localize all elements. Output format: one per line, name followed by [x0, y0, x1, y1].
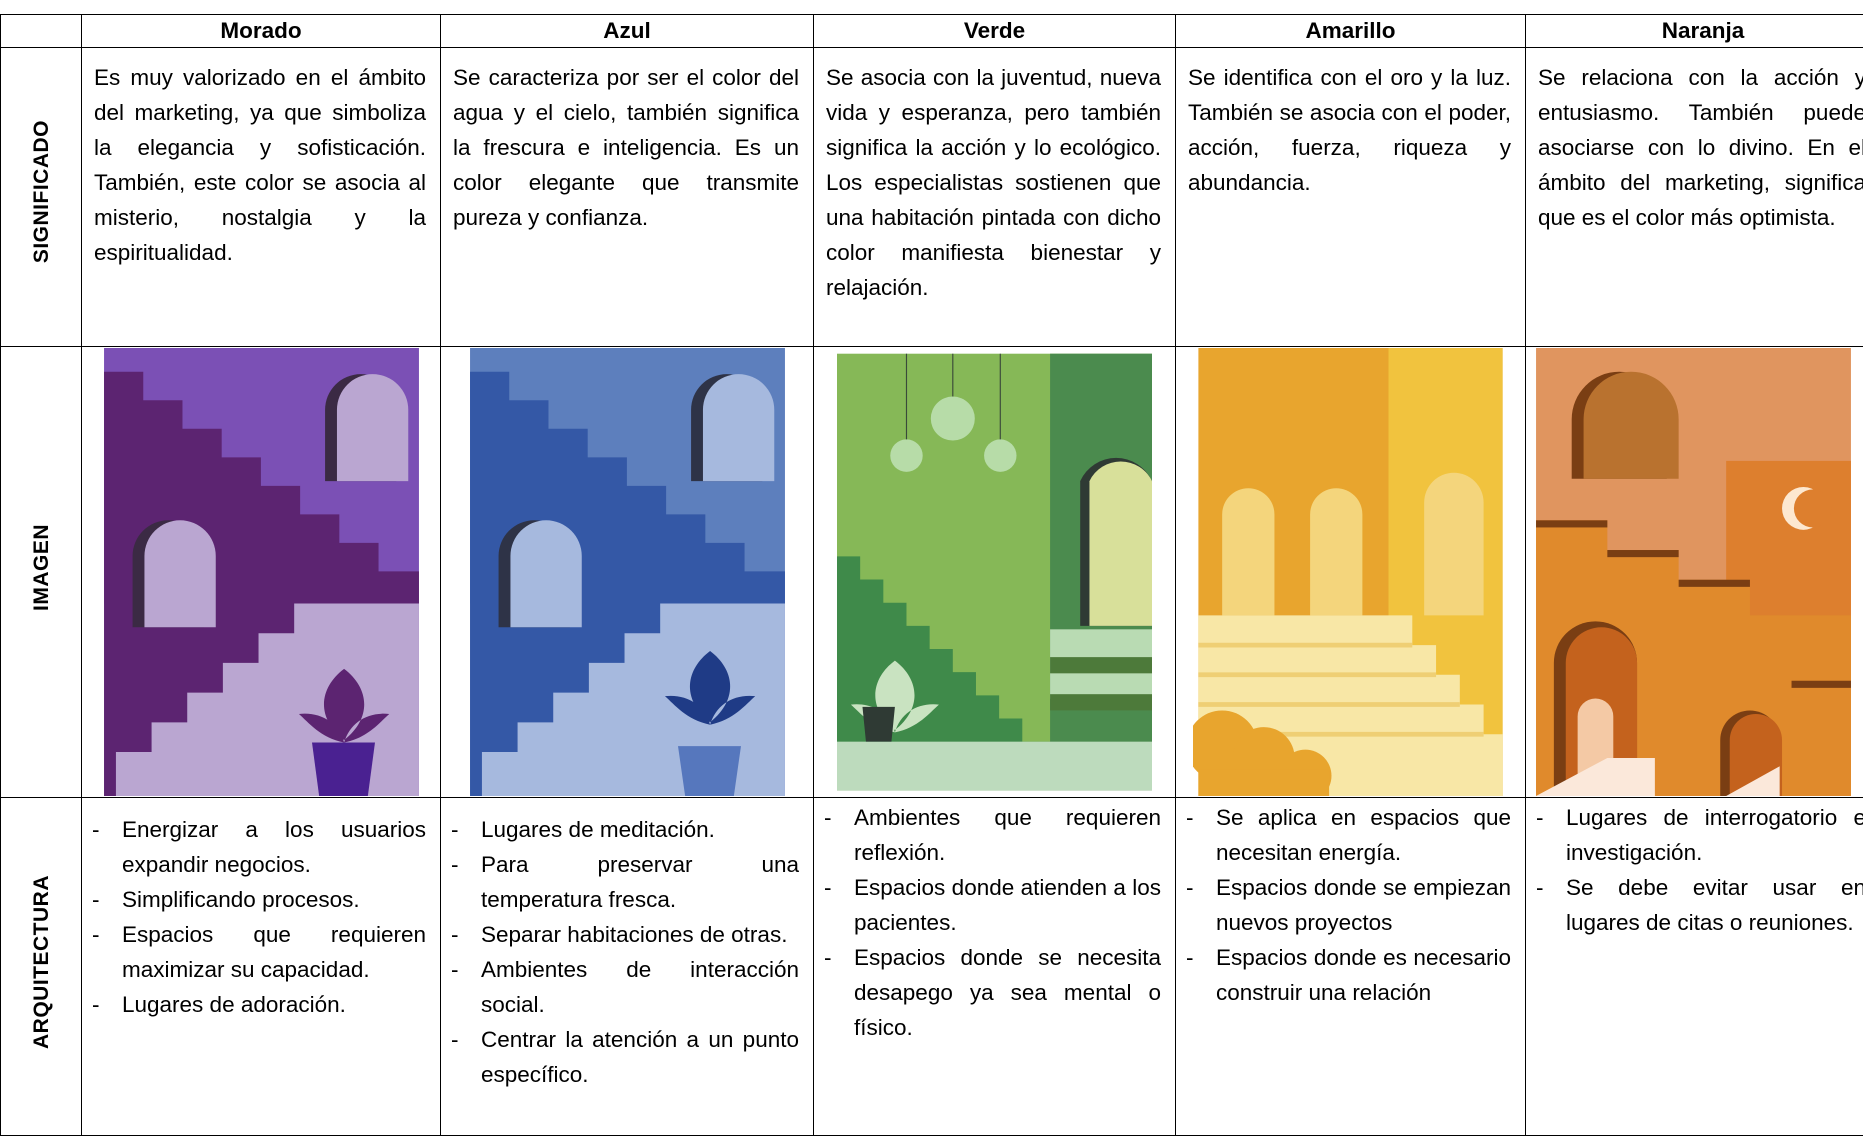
list-item: - Lugares de adoración.	[92, 987, 426, 1022]
list-marker: -	[1536, 875, 1544, 900]
list-item: - Simplificando procesos.	[92, 882, 426, 917]
arquitectura-row: ARQUITECTURA - Energizar a los usuarios e…	[0, 797, 1863, 1136]
list-text: Ambientes de interacción social.	[481, 957, 799, 1017]
corner-cell	[0, 14, 82, 48]
illustration-purple	[103, 348, 419, 796]
illustration-blue	[469, 348, 785, 796]
list-text: Lugares de meditación.	[481, 817, 715, 842]
list-marker: -	[824, 875, 832, 900]
list-item: - Ambientes que requieren reflexión.	[824, 800, 1161, 870]
list-text: Espacios donde se empiezan nuevos proyec…	[1216, 875, 1511, 935]
row-label-cell: IMAGEN	[0, 346, 82, 798]
list-marker: -	[1186, 805, 1194, 830]
illustration-orange	[1536, 348, 1851, 796]
list-text: Espacios que requieren maximizar su capa…	[122, 922, 426, 982]
list-text: Se debe evitar usar en lugares de citas …	[1566, 875, 1863, 935]
illustration-yellow	[1193, 348, 1503, 796]
list-item: - Espacios donde se empiezan nuevos proye…	[1186, 870, 1511, 940]
image-cell	[1525, 346, 1863, 798]
list-marker: -	[451, 922, 459, 947]
significado-row: SIGNIFICADO Es muy valorizado en el ámbi…	[0, 47, 1863, 347]
list-text: Energizar a los usuarios expandir negoci…	[122, 817, 426, 877]
list-text: Simplificando procesos.	[122, 887, 360, 912]
list-marker: -	[1186, 945, 1194, 970]
list-item: - Energizar a los usuarios expandir negoc…	[92, 812, 426, 882]
list-text: Ambientes que requieren reflexión.	[854, 805, 1161, 865]
image-cell	[1175, 346, 1526, 798]
list-text: Para preservar una temperatura fresca.	[481, 852, 799, 912]
list-text: Espacios donde es necesario construir un…	[1216, 945, 1511, 1005]
list-cell: - Se aplica en espacios que necesitan ene…	[1175, 797, 1526, 1136]
list-item: - Para preservar una temperatura fresca.	[451, 847, 799, 917]
cell: Se asocia con la juventud, nueva vida y …	[813, 47, 1176, 347]
image-cell	[440, 346, 814, 798]
cell: Se caracteriza por ser el color del agua…	[440, 47, 814, 347]
list-cell: - Ambientes que requieren reflexión. - Espa…	[813, 797, 1176, 1136]
image-cell	[81, 346, 441, 798]
row-label: IMAGEN	[29, 523, 53, 611]
list-item: - Lugares de interrogatorio e investigaci…	[1536, 800, 1863, 870]
list-marker: -	[1186, 875, 1194, 900]
list-marker: -	[92, 922, 100, 947]
cell: Se identifica con el oro y la luz. Tambi…	[1175, 47, 1526, 347]
list-text: Espacios donde atienden a los pacientes.	[854, 875, 1161, 935]
list-item: - Lugares de meditación.	[451, 812, 799, 847]
list-marker: -	[451, 852, 459, 877]
list-marker: -	[92, 887, 100, 912]
list-marker: -	[92, 817, 100, 842]
cell: Es muy valorizado en el ámbito del marke…	[81, 47, 441, 347]
row-label-cell: SIGNIFICADO	[0, 47, 82, 347]
header-row: Morado Azul Verde Amarillo Naranja	[0, 14, 1863, 48]
list-item: - Centrar la atención a un punto específi…	[451, 1022, 799, 1092]
list-item: - Espacios donde atienden a los pacientes…	[824, 870, 1161, 940]
row-label-cell: ARQUITECTURA	[0, 797, 82, 1136]
header-cell: Morado	[81, 14, 441, 48]
list-item: - Espacios que requieren maximizar su cap…	[92, 917, 426, 987]
list-cell: - Energizar a los usuarios expandir negoc…	[81, 797, 441, 1136]
list-text: Lugares de adoración.	[122, 992, 346, 1017]
row-label: ARQUITECTURA	[29, 874, 53, 1049]
imagen-row: IMAGEN	[0, 346, 1863, 798]
list-marker: -	[451, 817, 459, 842]
cell: Se relaciona con la acción y entusiasmo.…	[1525, 47, 1863, 347]
list-cell: - Lugares de interrogatorio e investigaci…	[1525, 797, 1863, 1136]
list-item: - Espacios donde es necesario construir u…	[1186, 940, 1511, 1010]
list-marker: -	[451, 1027, 459, 1052]
list-item: - Espacios donde se necesita desapego ya …	[824, 940, 1161, 1045]
list-item: - Ambientes de interacción social.	[451, 952, 799, 1022]
list-marker: -	[824, 805, 832, 830]
list-text: Espacios donde se necesita desapego ya s…	[854, 945, 1161, 1040]
row-label: SIGNIFICADO	[29, 120, 53, 264]
list-marker: -	[92, 992, 100, 1017]
list-marker: -	[824, 945, 832, 970]
list-marker: -	[1536, 805, 1544, 830]
list-item: - Se debe evitar usar en lugares de citas…	[1536, 870, 1863, 940]
list-text: Lugares de interrogatorio e investigació…	[1566, 805, 1863, 865]
color-table: Morado Azul Verde Amarillo Naranja SIGNI…	[0, 14, 1863, 1136]
list-marker: -	[451, 957, 459, 982]
list-text: Se aplica en espacios que necesitan ener…	[1216, 805, 1511, 865]
header-cell: Amarillo	[1175, 14, 1526, 48]
list-text: Centrar la atención a un punto específic…	[481, 1027, 799, 1087]
header-cell: Naranja	[1525, 14, 1863, 48]
list-item: - Separar habitaciones de otras.	[451, 917, 799, 952]
header-cell: Verde	[813, 14, 1176, 48]
list-text: Separar habitaciones de otras.	[481, 922, 788, 947]
header-cell: Azul	[440, 14, 814, 48]
list-item: - Se aplica en espacios que necesitan ene…	[1186, 800, 1511, 870]
image-cell	[813, 346, 1176, 798]
illustration-green	[837, 353, 1152, 791]
list-cell: - Lugares de meditación. - Para preservar u…	[440, 797, 814, 1136]
